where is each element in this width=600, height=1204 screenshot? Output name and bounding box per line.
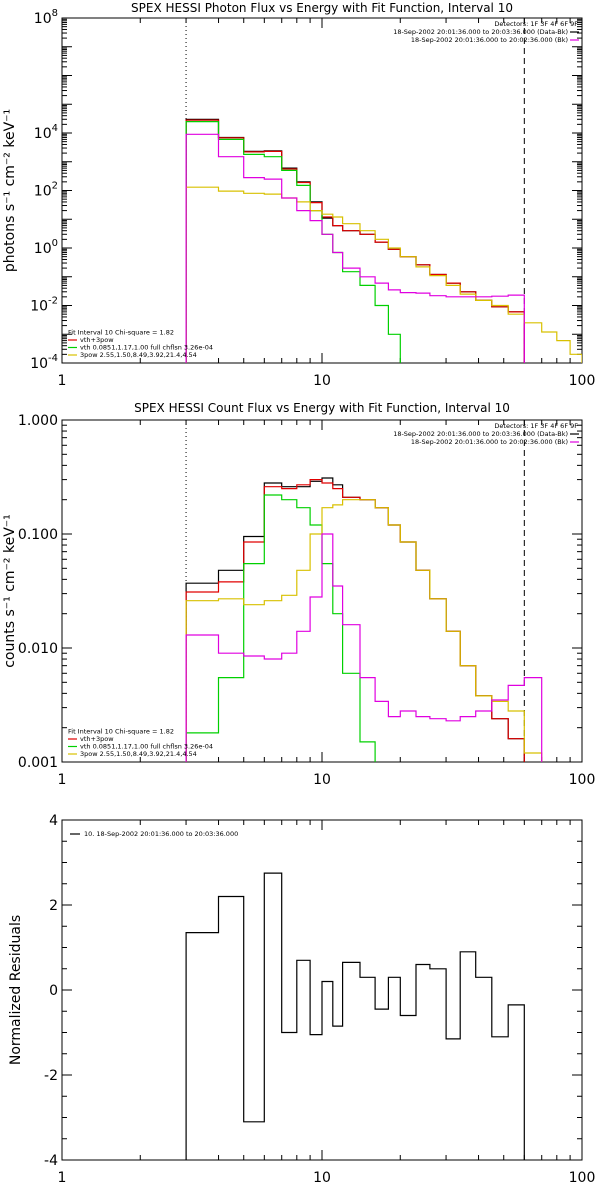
- x-tick-label: 10: [313, 1170, 331, 1186]
- y-axis-label: counts s⁻¹ cm⁻² keV⁻¹: [2, 514, 18, 668]
- legend-entry: 3pow 2.55,1.50,8.49,3.92,21.4,4.54: [80, 750, 197, 758]
- series-vth-3pow: [185, 479, 525, 762]
- y-tick-label: 104: [34, 123, 58, 142]
- x-tick-label: 10: [313, 373, 331, 389]
- y-tick-label: 2: [49, 898, 58, 914]
- y-tick-label: 100: [34, 238, 58, 257]
- chart-title: SPEX HESSI Photon Flux vs Energy with Fi…: [131, 1, 513, 15]
- series-vth: [185, 121, 401, 363]
- chart-panel-1: SPEX HESSI Photon Flux vs Energy with Fi…: [2, 1, 595, 389]
- y-tick-label: 102: [34, 181, 58, 200]
- series-10-18-sep-2002-20-01-36-000-to-20-03-36-000: [185, 872, 525, 1160]
- y-tick-label: 4: [49, 813, 58, 829]
- x-tick-label: 1: [58, 772, 67, 788]
- legend-entry: vth+3pow: [80, 735, 114, 743]
- legend-entry: Fit Interval 10 Chi-square = 1.82: [68, 329, 174, 337]
- series-3pow: [185, 186, 582, 363]
- legend-entry: vth+3pow: [80, 336, 114, 344]
- x-tick-label: 10: [313, 772, 331, 788]
- chart-title: SPEX HESSI Count Flux vs Energy with Fit…: [134, 401, 510, 415]
- legend-entry: 3pow 2.55,1.50,8.49,3.92,21.4,4.54: [80, 351, 197, 359]
- y-tick-label: 0.001: [18, 755, 58, 771]
- y-tick-label: 10-4: [30, 353, 58, 372]
- y-tick-label: 108: [34, 8, 58, 27]
- series-bk: [185, 133, 525, 363]
- x-tick-label: 1: [58, 373, 67, 389]
- y-tick-label: 0: [49, 983, 58, 999]
- series-3pow: [185, 499, 543, 762]
- legend-entry: 18-Sep-2002 20:01:36.000 to 20:03:36.000…: [393, 28, 568, 36]
- plot-frame: [61, 17, 583, 364]
- x-tick-label: 100: [569, 772, 596, 788]
- y-tick-label: 1.000: [18, 413, 58, 429]
- x-tick-label: 100: [569, 1170, 596, 1186]
- series-vth-3pow: [185, 119, 525, 363]
- legend-entry: 18-Sep-2002 20:01:36.000 to 20:02:36.000…: [411, 36, 568, 44]
- series-vth: [185, 494, 376, 762]
- legend-entry: vth 0.0851,1.17,1.00 full chflsn 3.26e-0…: [80, 743, 213, 751]
- y-tick-label: 0.100: [18, 527, 58, 543]
- x-tick-label: 100: [569, 373, 596, 389]
- y-tick-label: -2: [44, 1068, 58, 1084]
- y-tick-label: -4: [44, 1153, 58, 1169]
- legend-entry: 10. 18-Sep-2002 20:01:36.000 to 20:03:36…: [84, 830, 238, 838]
- chart-panel-2: SPEX HESSI Count Flux vs Energy with Fit…: [2, 401, 595, 788]
- legend-entry: vth 0.0851,1.17,1.00 full chflsn 3.26e-0…: [80, 344, 213, 352]
- chart-panel-3: 1 10 100 -4 -2 0 2 4 Normalized Residuals 10. 18-…: [8, 813, 595, 1186]
- legend-entry: Detectors: 1F 3F 4F 6F 9F: [494, 422, 578, 430]
- y-tick-label: 0.010: [18, 641, 58, 657]
- legend-entry: Detectors: 1F 3F 4F 6F 9F: [494, 20, 578, 28]
- legend-entry: 18-Sep-2002 20:01:36.000 to 20:03:36.000…: [393, 430, 568, 438]
- y-axis-label: Normalized Residuals: [8, 915, 24, 1065]
- y-axis-label: photons s⁻¹ cm⁻² keV⁻¹: [2, 109, 18, 272]
- y-tick-label: 10-2: [30, 296, 58, 315]
- series-data-bk: [185, 477, 525, 762]
- legend-entry: 18-Sep-2002 20:01:36.000 to 20:02:36.000…: [411, 438, 568, 446]
- x-tick-label: 1: [58, 1170, 67, 1186]
- legend-entry: Fit Interval 10 Chi-square = 1.82: [68, 728, 174, 736]
- series-bk: [185, 533, 543, 762]
